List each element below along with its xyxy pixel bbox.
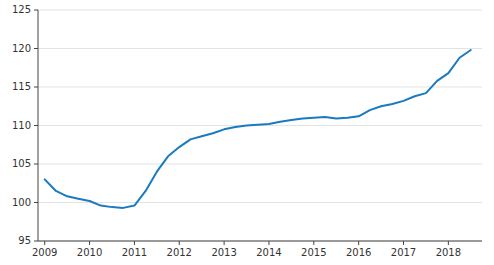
y-tick (34, 164, 38, 165)
x-tick-label: 2015 (301, 247, 326, 258)
x-tick (224, 241, 225, 245)
x-tick-label: 2014 (256, 247, 281, 258)
plot-area (45, 50, 471, 208)
y-tick-label: 110 (12, 120, 31, 131)
chart: 95 100 105 110 115 120 125 2009 2010 2011 2012 2013… (0, 0, 494, 265)
x-tick-label: 2009 (32, 247, 57, 258)
x-tick-label: 2013 (211, 247, 236, 258)
x-tick-label: 2012 (167, 247, 192, 258)
grid-line (38, 164, 482, 165)
x-tick-label: 2010 (77, 247, 102, 258)
grid-line (38, 87, 482, 88)
x-tick (448, 241, 449, 245)
x-tick (313, 241, 314, 245)
y-tick-label: 95 (18, 235, 31, 246)
y-tick (34, 10, 38, 11)
grid-line (38, 48, 482, 49)
x-tick (179, 241, 180, 245)
grid-line (38, 202, 482, 203)
x-tick (268, 241, 269, 245)
line (45, 50, 471, 208)
x-tick (134, 241, 135, 245)
y-tick (34, 48, 38, 49)
y-tick (34, 202, 38, 203)
x-tick-label: 2018 (436, 247, 461, 258)
x-tick (44, 241, 45, 245)
x-tick-label: 2011 (122, 247, 147, 258)
y-tick (34, 87, 38, 88)
y-tick-label: 105 (12, 158, 31, 169)
y-tick-label: 120 (12, 43, 31, 54)
x-tick-label: 2017 (391, 247, 416, 258)
y-tick-label: 115 (12, 81, 31, 92)
x-tick (89, 241, 90, 245)
grid (38, 10, 482, 241)
x-tick (403, 241, 404, 245)
y-tick (34, 125, 38, 126)
axes: 95 100 105 110 115 120 125 2009 2010 2011 2012 2013… (12, 4, 482, 258)
y-tick (34, 241, 38, 242)
y-tick-label: 100 (12, 197, 31, 208)
y-tick-label: 125 (12, 4, 31, 15)
x-tick-label: 2016 (346, 247, 371, 258)
x-axis-line (38, 241, 482, 242)
grid-line (38, 10, 482, 11)
grid-line (38, 241, 482, 242)
x-tick (358, 241, 359, 245)
